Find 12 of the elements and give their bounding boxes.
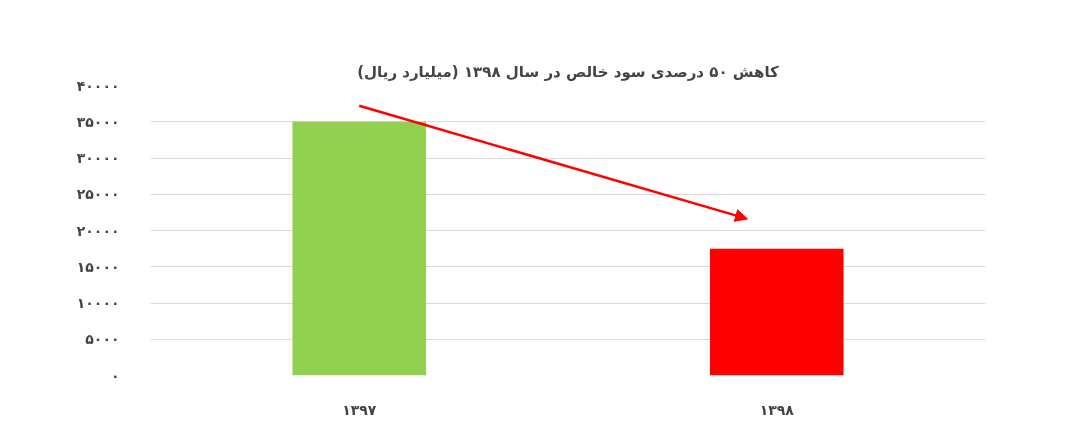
- y-tick-label: ۳۵۰۰۰: [76, 113, 120, 130]
- y-tick-label: ۲۵۰۰۰: [76, 186, 120, 203]
- x-tick-label: ۱۳۹۸: [759, 401, 795, 418]
- y-tick-label: ۵۰۰۰: [85, 331, 120, 348]
- y-tick-label: ۱۵۰۰۰: [76, 258, 120, 275]
- x-tick-label: ۱۳۹۷: [342, 401, 377, 418]
- y-tick-label: ۲۰۰۰۰: [76, 222, 120, 239]
- y-tick-label: ۱۰۰۰۰: [76, 295, 120, 311]
- y-tick-label: ۳۰۰۰۰: [76, 150, 120, 166]
- y-tick-label: ۰: [110, 367, 120, 384]
- y-tick-label: ۴۰۰۰۰: [76, 77, 120, 94]
- chart-title: کاهش ۵۰ درصدی سود خالص در سال ۱۳۹۸ (میلیارد ریال): [357, 62, 780, 81]
